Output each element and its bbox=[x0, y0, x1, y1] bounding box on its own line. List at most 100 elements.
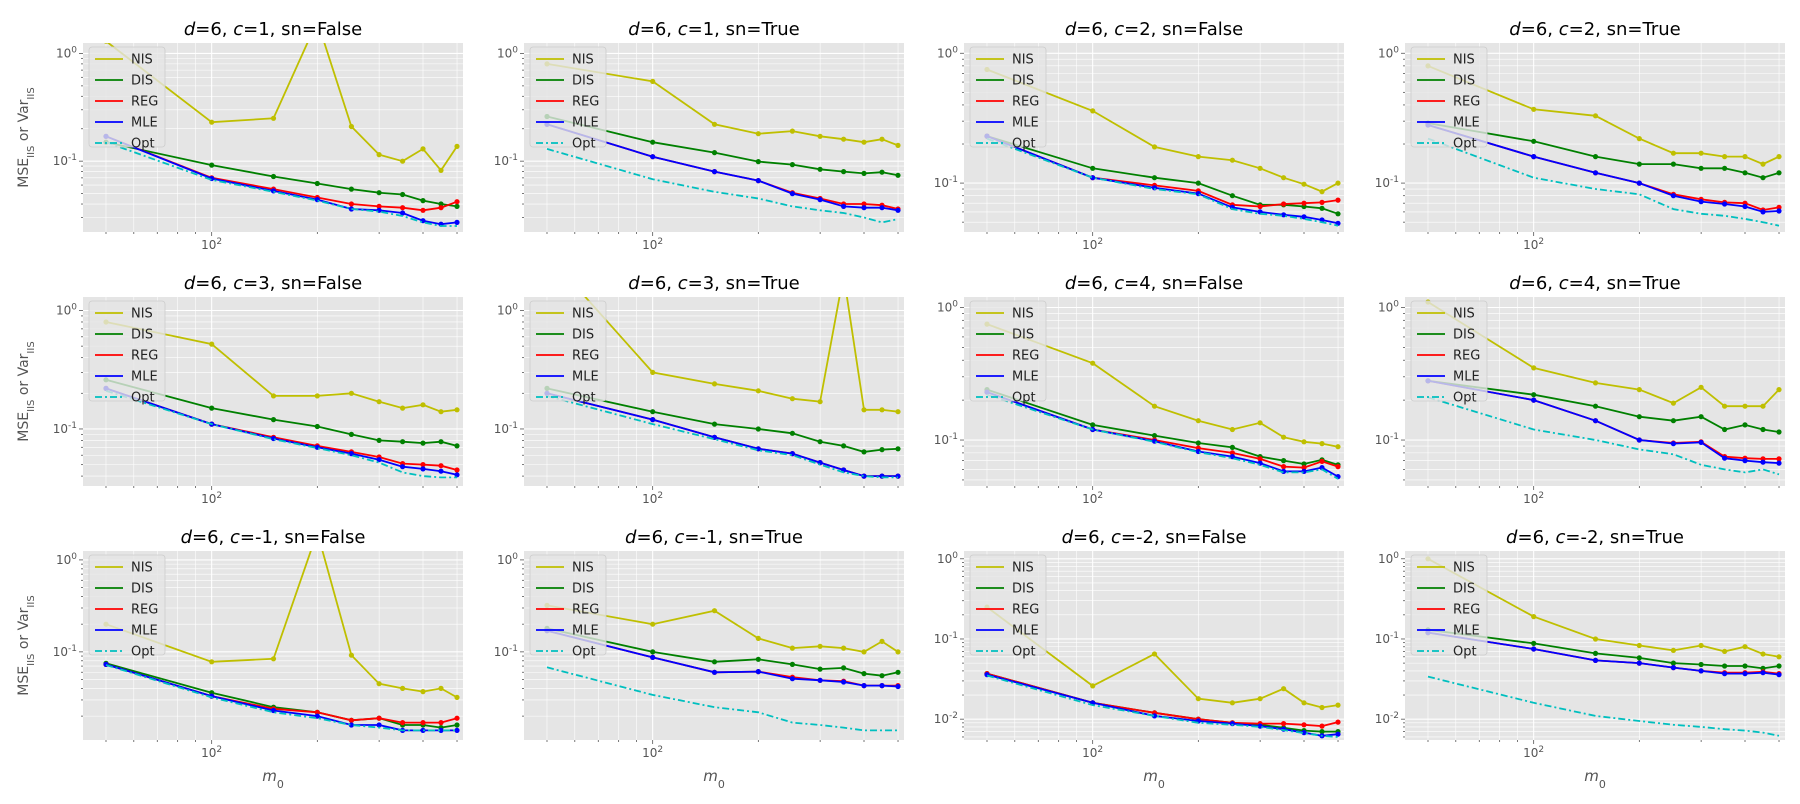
data-point-dis bbox=[376, 190, 382, 196]
chart-panel-8: NIS DIS REG MLE Opt d=6, c=4, sn=True 10-1 100 1… bbox=[1375, 273, 1785, 506]
data-point-mle bbox=[1698, 199, 1704, 205]
data-point-nis bbox=[755, 388, 761, 394]
data-point-nis bbox=[376, 681, 382, 687]
data-point-mle bbox=[1760, 459, 1766, 465]
y-tick-label: 10-1 bbox=[1375, 175, 1399, 190]
data-point-dis bbox=[1722, 426, 1728, 433]
data-point-mle bbox=[438, 468, 444, 474]
data-point-dis bbox=[1592, 154, 1599, 160]
plot-area bbox=[984, 66, 1341, 227]
legend-label-nis: NIS bbox=[131, 53, 153, 68]
x-tick-label: 102 bbox=[642, 237, 663, 252]
x-tick-label: 102 bbox=[201, 745, 222, 760]
data-point-nis bbox=[1531, 106, 1537, 112]
series-line-nis bbox=[986, 68, 1339, 193]
legend-label-nis: NIS bbox=[572, 53, 594, 68]
data-point-nis bbox=[348, 123, 354, 130]
data-point-nis bbox=[270, 656, 277, 662]
data-point-nis bbox=[1760, 161, 1766, 167]
data-point-mle bbox=[895, 207, 901, 213]
data-point-mle bbox=[1742, 671, 1748, 677]
data-point-nis bbox=[650, 78, 656, 84]
data-point-dis bbox=[1742, 170, 1748, 176]
grid bbox=[524, 551, 904, 740]
data-point-reg bbox=[1281, 721, 1287, 727]
legend-label-mle: MLE bbox=[1453, 116, 1480, 131]
data-point-dis bbox=[755, 656, 761, 662]
y-tick-label: 100 bbox=[497, 552, 518, 567]
x-tick-label: 102 bbox=[201, 491, 222, 506]
data-point-mle bbox=[454, 727, 460, 734]
series-line-nis bbox=[1427, 558, 1780, 658]
data-point-nis bbox=[1257, 165, 1263, 171]
plot-area bbox=[1425, 63, 1782, 227]
data-point-nis bbox=[861, 139, 867, 145]
series-line-opt bbox=[1427, 137, 1780, 227]
data-point-dis bbox=[841, 665, 847, 671]
data-point-dis bbox=[1760, 426, 1766, 433]
plot-area bbox=[103, 319, 460, 479]
chart-title: d=6, c=-2, sn=True bbox=[1506, 527, 1684, 548]
data-point-reg bbox=[1301, 200, 1307, 206]
series-line-opt bbox=[1427, 396, 1780, 476]
data-point-dis bbox=[650, 649, 656, 655]
x-tick-label: 102 bbox=[1082, 491, 1103, 506]
legend-label-mle: MLE bbox=[131, 116, 158, 131]
series-line-mle bbox=[986, 391, 1339, 478]
data-point-dis bbox=[1151, 175, 1158, 181]
data-point-nis bbox=[1531, 614, 1537, 620]
chart-title: d=6, c=3, sn=False bbox=[184, 273, 362, 294]
series-line-opt bbox=[986, 137, 1339, 227]
data-point-reg bbox=[1257, 456, 1263, 462]
legend-label-reg: REG bbox=[1012, 95, 1039, 110]
data-point-nis bbox=[1742, 154, 1748, 160]
series-line-opt bbox=[105, 664, 457, 732]
data-point-mle bbox=[400, 210, 406, 216]
data-point-reg bbox=[1776, 204, 1782, 210]
legend-label-dis: DIS bbox=[1453, 328, 1475, 343]
data-point-nis bbox=[454, 694, 460, 701]
series-line-nis bbox=[986, 606, 1339, 709]
data-point-nis bbox=[1722, 403, 1728, 409]
data-point-dis bbox=[789, 162, 796, 168]
data-point-nis bbox=[1592, 113, 1599, 119]
data-point-dis bbox=[454, 203, 460, 209]
grid bbox=[83, 551, 463, 740]
legend-label-nis: NIS bbox=[131, 561, 153, 576]
data-point-nis bbox=[1636, 642, 1642, 649]
data-point-mle bbox=[1592, 170, 1599, 176]
x-axis-label: m0 bbox=[1584, 767, 1606, 791]
series-line-opt bbox=[986, 393, 1339, 480]
legend-label-nis: NIS bbox=[131, 307, 153, 322]
data-point-dis bbox=[1636, 161, 1642, 167]
data-point-dis bbox=[1229, 444, 1235, 450]
y-axis-label: MSEIIS or VarIIS bbox=[16, 341, 37, 441]
data-point-dis bbox=[895, 669, 901, 675]
data-point-mle bbox=[420, 466, 426, 472]
chart-title: d=6, c=4, sn=False bbox=[1065, 273, 1243, 294]
data-point-nis bbox=[400, 685, 406, 692]
series-line-reg bbox=[105, 135, 458, 212]
data-point-dis bbox=[711, 659, 718, 665]
data-point-dis bbox=[348, 431, 354, 437]
data-point-nis bbox=[1090, 108, 1096, 114]
data-point-dis bbox=[1776, 429, 1782, 435]
legend-label-mle: MLE bbox=[572, 116, 599, 131]
data-point-nis bbox=[1698, 384, 1704, 390]
data-point-nis bbox=[1335, 702, 1341, 708]
data-point-mle bbox=[711, 169, 718, 175]
data-point-dis bbox=[1531, 640, 1537, 647]
data-point-dis bbox=[209, 405, 215, 411]
data-point-nis bbox=[1281, 686, 1287, 692]
legend-label-opt: Opt bbox=[572, 645, 596, 660]
data-point-mle bbox=[1301, 730, 1307, 736]
data-point-dis bbox=[755, 159, 761, 165]
data-point-nis bbox=[1592, 636, 1599, 642]
data-point-mle bbox=[376, 457, 382, 463]
data-point-dis bbox=[789, 430, 796, 436]
series-line-nis bbox=[546, 604, 899, 653]
data-point-nis bbox=[879, 407, 885, 413]
data-point-reg bbox=[376, 203, 382, 209]
legend-label-mle: MLE bbox=[1012, 624, 1039, 639]
